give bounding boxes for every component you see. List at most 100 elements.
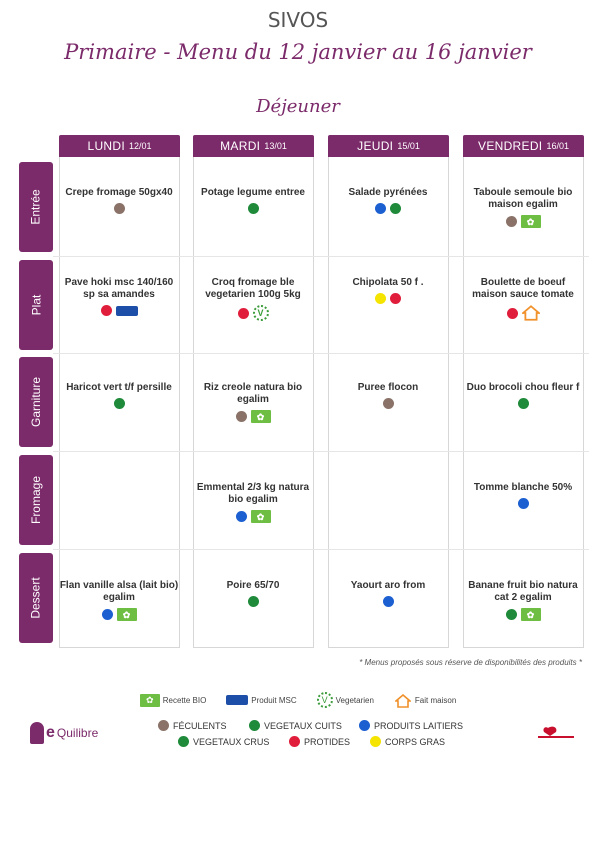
dish-name: Banane fruit bio natura cat 2 egalim — [468, 580, 578, 603]
leaf-icon: ✿ — [116, 608, 137, 621]
dish-plat: Boulette de boeuf maison sauce tomate — [463, 277, 583, 321]
dish-entree: Potage legume entree — [193, 187, 313, 214]
dish-markers: ✿ — [193, 410, 313, 423]
dish-name: Poire 65/70 — [226, 580, 280, 591]
legend-label: PRODUITS LAITIERS — [374, 720, 464, 731]
category-fromage: Fromage — [19, 455, 53, 545]
produits-laitiers-dot — [235, 511, 247, 522]
feculents-dot — [113, 203, 125, 214]
vegetaux-dot — [247, 203, 259, 214]
dish-markers: V — [193, 305, 313, 321]
dish-dessert: Poire 65/70 — [193, 580, 313, 607]
organization-name: SIVOS — [267, 8, 329, 32]
dish-markers — [193, 203, 313, 214]
dish-plat: Croq fromage ble vegetarien 100g 5kg V — [193, 277, 313, 321]
day-name: JEUDI — [357, 139, 394, 153]
legend-label: VEGETAUX CRUS — [193, 736, 270, 747]
legend-label: VEGETAUX CUITS — [264, 720, 342, 731]
leaf-icon: ✿ — [520, 215, 541, 228]
dish-fromage: Emmental 2/3 kg natura bio egalim ✿ — [193, 482, 313, 523]
legend-veg: V Vegetarien — [316, 692, 374, 708]
legend-label: Vegetarien — [335, 695, 374, 705]
produits-laitiers-dot — [517, 498, 529, 509]
dish-name: Chipolata 50 f . — [352, 277, 424, 288]
row-divider — [53, 256, 589, 257]
category-plat: Plat — [19, 260, 53, 350]
feculents-dot — [505, 216, 517, 227]
vegetarian-icon: V — [316, 692, 333, 708]
dish-markers: ✿ — [463, 608, 583, 621]
legend-label: CORPS GRAS — [385, 736, 446, 747]
dish-markers — [328, 596, 448, 607]
legend-label: Produit MSC — [251, 695, 297, 705]
vegetaux-dot — [517, 398, 529, 409]
dish-garniture: Duo brocoli chou fleur f — [463, 382, 583, 409]
legend-bio: ✿ Recette BIO — [139, 693, 206, 707]
availability-note: * Menus proposés sous réserve de disponi… — [359, 658, 582, 667]
dish-name: Crepe fromage 50gx40 — [65, 187, 173, 198]
produits-laitiers-dot — [382, 596, 394, 607]
dish-name: Duo brocoli chou fleur f — [466, 382, 580, 393]
legend-vegetaux-cuits: VEGETAUX CUITS — [249, 720, 342, 731]
dish-garniture: Haricot vert t/f persille — [59, 382, 179, 409]
vegetaux-dot — [390, 203, 401, 214]
dish-entree: Taboule semoule bio maison egalim ✿ — [463, 187, 583, 228]
protides-dot — [390, 293, 401, 304]
day-header-tuesday: MARDI 13/01 — [193, 135, 314, 157]
meal-title: Déjeuner — [256, 96, 340, 117]
dish-name: Flan vanille alsa (lait bio) egalim — [59, 580, 179, 603]
legend-label: PROTIDES — [304, 736, 351, 747]
equilibre-logo: e Quilibre — [30, 722, 98, 744]
category-label: Dessert — [29, 577, 43, 619]
legend-msc: Produit MSC — [226, 695, 297, 705]
feculents-dot — [382, 398, 394, 409]
legend-vegetaux-crus: VEGETAUX CRUS — [178, 736, 269, 747]
dish-markers — [328, 398, 448, 409]
vegetaux-dot — [505, 609, 517, 620]
partner-logo-icon — [538, 726, 574, 738]
dish-markers: ✿ — [193, 510, 313, 523]
menu-title: Primaire - Menu du 12 janvier au 16 janv… — [64, 40, 532, 64]
leaf-icon: ✿ — [520, 608, 541, 621]
chef-hat-icon — [30, 722, 44, 744]
protides-dot — [100, 305, 112, 316]
dish-markers — [193, 596, 313, 607]
dish-plat: Pave hoki msc 140/160 sp sa amandes — [59, 277, 179, 316]
vegetaux-dot — [247, 596, 259, 607]
day-header-friday: VENDREDI 16/01 — [463, 135, 584, 157]
dish-markers: ✿ — [59, 608, 179, 621]
vegetaux-crus-dot — [178, 736, 189, 747]
day-date: 13/01 — [264, 141, 287, 151]
day-date: 16/01 — [546, 141, 569, 151]
dish-name: Yaourt aro from — [350, 580, 426, 591]
legend-corps-gras: CORPS GRAS — [370, 736, 445, 747]
corps-gras-dot — [370, 736, 381, 747]
day-header-monday: LUNDI 12/01 — [59, 135, 180, 157]
row-divider — [53, 549, 589, 550]
category-entree: Entrée — [19, 162, 53, 252]
day-name: LUNDI — [87, 139, 125, 153]
dish-name: Haricot vert t/f persille — [66, 382, 172, 393]
dish-dessert: Flan vanille alsa (lait bio) egalim ✿ — [59, 580, 179, 621]
dish-name: Emmental 2/3 kg natura bio egalim — [196, 482, 310, 505]
day-column — [193, 157, 314, 648]
day-name: VENDREDI — [478, 139, 543, 153]
category-garniture: Garniture — [19, 357, 53, 447]
logo-text: Quilibre — [56, 726, 99, 740]
category-label: Garniture — [29, 376, 43, 428]
dish-entree: Crepe fromage 50gx40 — [59, 187, 179, 214]
vegetaux-dot — [113, 398, 125, 409]
dish-name: Taboule semoule bio maison egalim — [473, 187, 573, 210]
row-divider — [53, 353, 589, 354]
dish-name: Boulette de boeuf maison sauce tomate — [472, 277, 574, 300]
dish-markers — [463, 498, 583, 509]
logo-letter: e — [46, 724, 55, 741]
dish-markers — [59, 398, 179, 409]
day-date: 15/01 — [397, 141, 420, 151]
vegetarian-icon: V — [252, 305, 269, 321]
dish-name: Tomme blanche 50% — [473, 482, 573, 493]
produits-laitiers-dot — [359, 720, 370, 731]
dish-dessert: Banane fruit bio natura cat 2 egalim ✿ — [463, 580, 583, 621]
house-icon — [394, 692, 412, 708]
leaf-icon: ✿ — [250, 410, 271, 423]
